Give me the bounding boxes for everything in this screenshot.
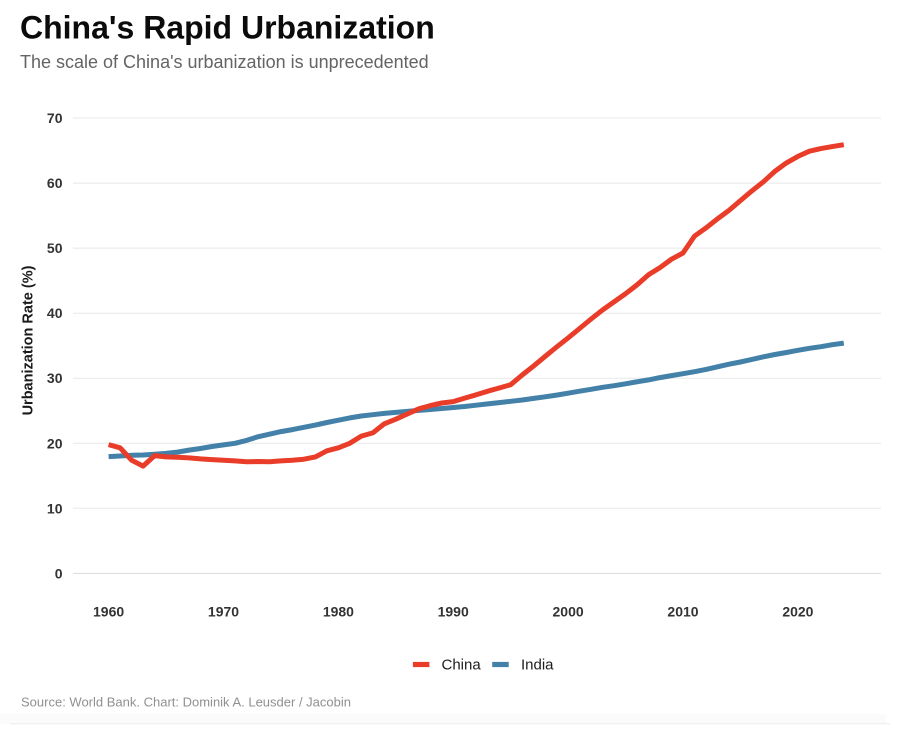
svg-text:1980: 1980 bbox=[323, 604, 354, 620]
svg-text:India: India bbox=[521, 657, 554, 674]
svg-text:China's Rapid Urbanization: China's Rapid Urbanization bbox=[20, 9, 435, 45]
svg-text:2000: 2000 bbox=[553, 604, 584, 620]
svg-text:60: 60 bbox=[47, 175, 63, 191]
svg-text:2010: 2010 bbox=[667, 604, 698, 620]
svg-text:1970: 1970 bbox=[208, 604, 239, 620]
svg-text:1960: 1960 bbox=[93, 604, 124, 620]
svg-text:2020: 2020 bbox=[782, 604, 813, 620]
svg-text:0: 0 bbox=[55, 565, 63, 581]
svg-text:China: China bbox=[442, 657, 482, 674]
svg-text:40: 40 bbox=[47, 305, 63, 321]
svg-text:Source: World Bank. Chart: Dom: Source: World Bank. Chart: Dominik A. Le… bbox=[21, 695, 351, 710]
svg-text:70: 70 bbox=[47, 110, 63, 126]
svg-text:20: 20 bbox=[47, 435, 63, 451]
svg-text:10: 10 bbox=[47, 500, 63, 516]
svg-text:50: 50 bbox=[47, 240, 63, 256]
svg-text:Urbanization Rate (%): Urbanization Rate (%) bbox=[21, 265, 37, 415]
svg-text:30: 30 bbox=[47, 370, 63, 386]
svg-text:The scale of China's urbanizat: The scale of China's urbanization is unp… bbox=[20, 52, 429, 72]
svg-text:1990: 1990 bbox=[438, 604, 469, 620]
